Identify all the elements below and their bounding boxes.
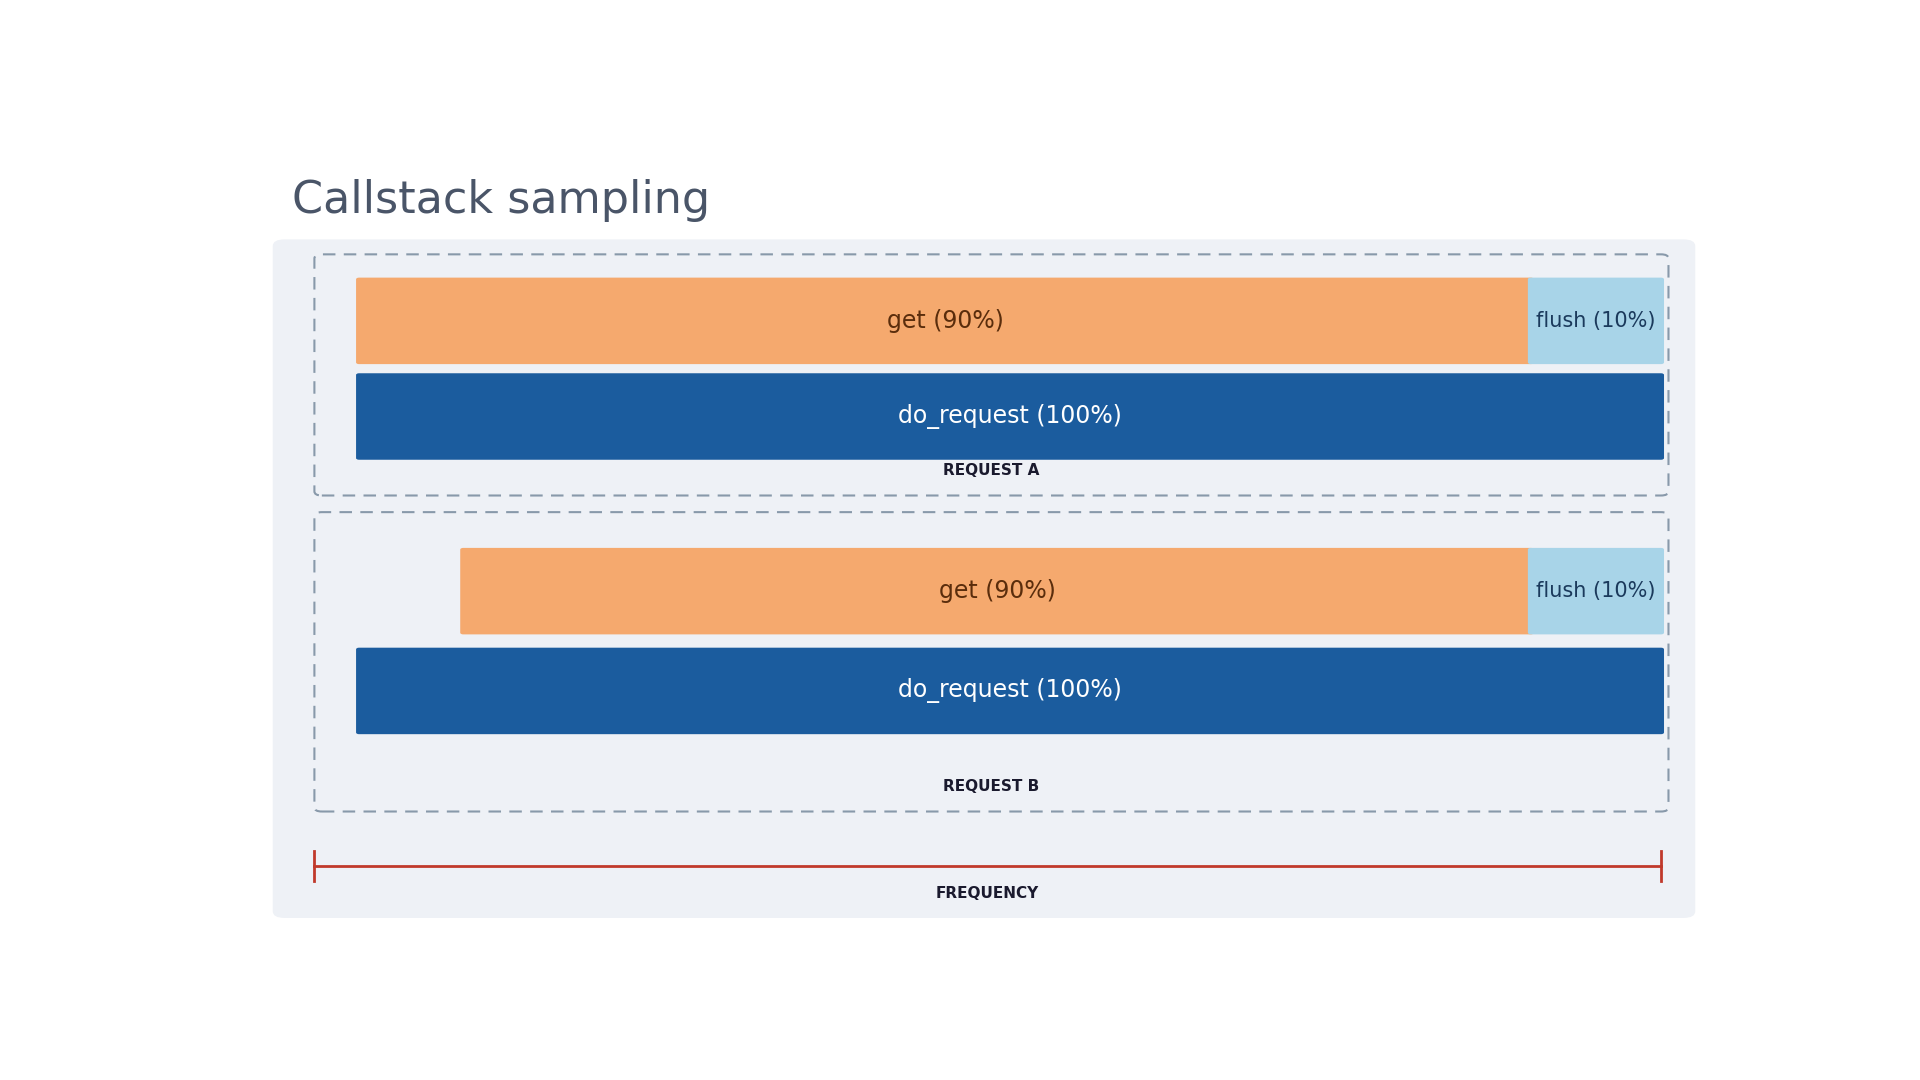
FancyBboxPatch shape xyxy=(1528,278,1665,364)
Text: do_request (100%): do_request (100%) xyxy=(899,404,1121,429)
FancyBboxPatch shape xyxy=(273,240,1695,918)
Text: flush (10%): flush (10%) xyxy=(1536,581,1655,602)
Text: get (90%): get (90%) xyxy=(887,309,1004,333)
Text: Callstack sampling: Callstack sampling xyxy=(292,179,710,222)
Text: REQUEST B: REQUEST B xyxy=(943,779,1039,794)
Text: get (90%): get (90%) xyxy=(939,579,1056,603)
FancyBboxPatch shape xyxy=(1528,548,1665,634)
Text: flush (10%): flush (10%) xyxy=(1536,311,1655,330)
FancyBboxPatch shape xyxy=(461,548,1534,634)
FancyBboxPatch shape xyxy=(355,374,1665,460)
Text: FREQUENCY: FREQUENCY xyxy=(937,887,1039,902)
Text: REQUEST A: REQUEST A xyxy=(943,463,1039,478)
FancyBboxPatch shape xyxy=(355,278,1534,364)
FancyBboxPatch shape xyxy=(355,648,1665,734)
Text: do_request (100%): do_request (100%) xyxy=(899,678,1121,703)
